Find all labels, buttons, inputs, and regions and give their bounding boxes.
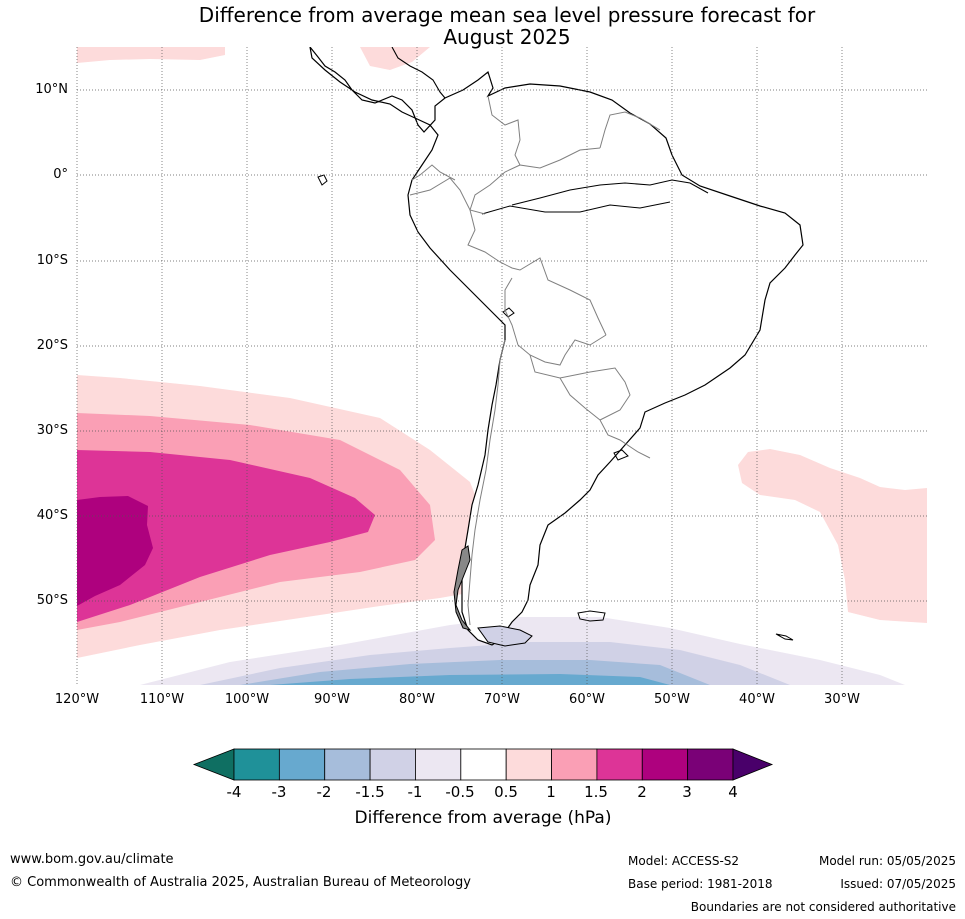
anomaly-region-0.5-1-atlantic [738,449,927,623]
colorbar-label: Difference from average (hPa) [354,808,612,828]
anomaly-region-0.5-1-caribbean [360,47,430,70]
lat-label-40s: 40°S [36,508,68,523]
amazon-river-2 [481,201,671,215]
colorbar-swatch [687,748,734,781]
patos-lagoon [613,449,629,461]
footer-website: www.bom.gov.au/climate [10,852,174,867]
anomaly-region-0.5-1-north [77,47,225,63]
footer-model-run: Model run: 05/05/2025 [818,854,956,868]
falkland-islands [577,610,606,622]
colorbar [192,748,774,781]
lat-label-20s: 20°S [36,338,68,353]
colorbar-swatch [641,748,689,781]
colorbar-extend-low [192,748,235,781]
graticule [76,47,927,685]
central-america-coast [391,47,446,99]
colorbar-tick: 1.5 [584,783,608,801]
colorbar-tick: -1 [407,783,423,801]
colorbar-tick: -3 [271,783,287,801]
lat-label-10s: 10°S [36,253,68,268]
colorbar-extend-high [732,748,774,781]
colorbar-swatch [460,748,507,781]
colorbar-tick: 3 [682,783,692,801]
colorbar-swatch [596,748,643,781]
colorbar-swatch [233,748,280,781]
colorbar-swatch [369,748,416,781]
colorbar-swatch [505,748,552,781]
colorbar-swatch [278,748,326,781]
footer-model: Model: ACCESS-S2 [628,854,740,868]
colorbar-tick: -1.5 [355,783,385,801]
lon-label-80w: 80°W [399,692,435,707]
lon-label-70w: 70°W [484,692,520,707]
colorbar-swatch [415,748,462,781]
lat-label-50s: 50°S [36,593,68,608]
footer-issued: Issued: 07/05/2025 [840,877,956,891]
lon-label-40w: 40°W [739,692,775,707]
lat-label-0: 0° [53,167,68,182]
map-title-line2: August 2025 [443,25,571,49]
colorbar-tick: 2 [637,783,647,801]
colorbar-swatch [324,748,371,781]
lon-label-100w: 100°W [224,692,270,707]
footer-copyright: © Commonwealth of Australia 2025, Austra… [10,875,471,890]
lat-label-30s: 30°S [36,423,68,438]
colorbar-tick: -0.5 [445,783,475,801]
country-borders [409,95,661,626]
south-georgia [775,633,794,641]
anomaly-shading [77,47,927,685]
colorbar-tick: 1 [546,783,556,801]
tierra-del-fuego [477,625,533,647]
lon-label-90w: 90°W [314,692,350,707]
lon-label-120w: 120°W [54,692,100,707]
galapagos-islands [317,174,328,186]
anomaly-region-neg2-neg3-south [270,674,670,685]
colorbar-tick: -2 [316,783,332,801]
map-title-line1: Difference from average mean sea level p… [198,3,816,27]
anomaly-region-2-3-pacific [77,496,153,606]
lake-titicaca [502,307,515,318]
footer-base-period: Base period: 1981-2018 [628,877,773,891]
lon-label-60w: 60°W [569,692,605,707]
colorbar-swatch [551,748,598,781]
south-america-coastline [309,47,804,646]
chile-archipelago [453,545,472,631]
colorbar-tick: 4 [728,783,738,801]
footer-disclaimer: Boundaries are not considered authoritat… [690,900,956,914]
amazon-river [511,179,709,206]
lat-label-10n: 10°N [35,82,68,97]
map-title: Difference from average mean sea level p… [77,4,937,48]
land-outlines [309,47,804,647]
lon-label-50w: 50°W [654,692,690,707]
anomaly-region-1.5-2-pacific [77,450,375,622]
colorbar-tick: 0.5 [494,783,518,801]
lon-label-30w: 30°W [824,692,860,707]
colorbar-tick: -4 [226,783,242,801]
lon-label-110w: 110°W [139,692,185,707]
